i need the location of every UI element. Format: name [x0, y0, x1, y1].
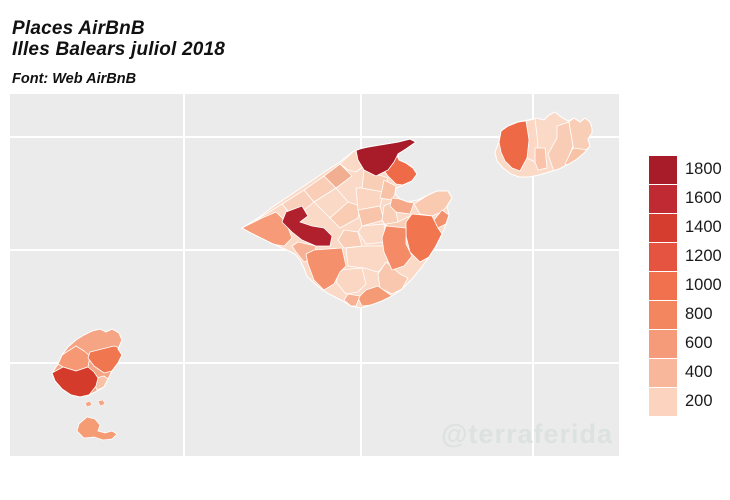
legend-swatch: [649, 184, 677, 213]
islet: [97, 399, 106, 407]
title-line-2: Illes Balears juliol 2018: [12, 39, 226, 60]
municipality-region: [355, 187, 385, 211]
municipality-region: [357, 223, 387, 245]
municipality-region: [76, 416, 118, 441]
legend-swatch: [649, 271, 677, 300]
island-menorca: [494, 111, 593, 178]
legend-label: 800: [685, 305, 713, 323]
island-formentera: [76, 416, 118, 441]
legend-label: 1000: [685, 276, 722, 294]
legend-item: 1200: [649, 242, 722, 271]
legend-label: 400: [685, 363, 713, 381]
island-outline: [51, 328, 123, 398]
legend-label: 200: [685, 392, 713, 410]
municipality-region: [433, 209, 450, 229]
legend-swatch: [649, 155, 677, 184]
legend-label: 1400: [685, 218, 722, 236]
legend-label: 1200: [685, 247, 722, 265]
legend-swatch: [649, 358, 677, 387]
island-outline: [241, 138, 453, 309]
island-mallorca: [241, 138, 453, 309]
legend-item: 200: [649, 387, 722, 416]
legend-item: 800: [649, 300, 722, 329]
chart-title: Places AirBnB Illes Balears juliol 2018: [12, 18, 225, 60]
legend-item: 1000: [649, 271, 722, 300]
legend-label: 1600: [685, 189, 722, 207]
legend-swatch: [649, 213, 677, 242]
source-caption: Font: Web AirBnB: [12, 71, 137, 87]
watermark-text: @terraferida: [441, 419, 613, 449]
municipality-region: [381, 225, 413, 271]
legend-label: 1800: [685, 160, 722, 178]
island-eivissa: [51, 328, 123, 408]
legend-item: 1400: [649, 213, 722, 242]
legend-swatch: [649, 329, 677, 358]
legend-item: 400: [649, 358, 722, 387]
legend-swatch: [649, 242, 677, 271]
legend-swatch: [649, 387, 677, 416]
color-legend: 1800 1600 1400 1200 1000 800 600 400 200: [649, 155, 722, 416]
legend-item: 1800: [649, 155, 722, 184]
island-outline: [494, 111, 593, 178]
municipality-region: [323, 163, 353, 189]
municipality-region: [377, 261, 409, 295]
municipality-region: [281, 205, 333, 247]
legend-item: 600: [649, 329, 722, 358]
municipality-region: [335, 267, 367, 295]
municipality-region: [305, 247, 347, 291]
legend-item: 1600: [649, 184, 722, 213]
title-line-1: Places AirBnB: [12, 18, 145, 39]
municipality-region: [534, 147, 548, 171]
islet: [84, 400, 93, 408]
legend-swatch: [649, 300, 677, 329]
legend-label: 600: [685, 334, 713, 352]
